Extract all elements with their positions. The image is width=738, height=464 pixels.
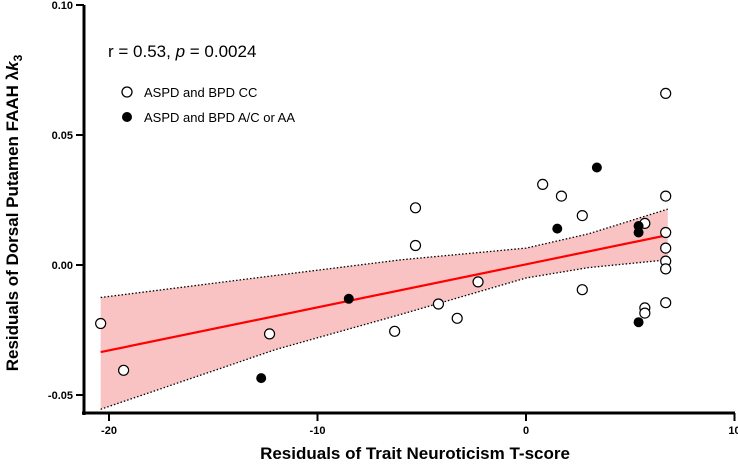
legend-marker-open (121, 86, 133, 98)
legend: ASPD and BPD CC ASPD and BPD A/C or AA (121, 85, 295, 125)
data-point-cc (117, 364, 130, 376)
data-point-cc (576, 284, 588, 296)
data-point-ac-aa (591, 162, 602, 173)
data-point-ac-aa (343, 293, 354, 304)
points-layer (95, 87, 672, 384)
confidence-upper-bound (100, 208, 668, 299)
data-point-cc (555, 190, 568, 202)
x-axis-title: Residuals of Trait Neuroticism T-score (260, 444, 570, 463)
data-point-cc (576, 210, 588, 222)
data-point-cc (409, 202, 422, 214)
x-tick-label: -20 (101, 425, 117, 437)
confidence-band-layer (100, 208, 669, 410)
correlation-annotation: r = 0.53, p = 0.0024 (108, 42, 256, 61)
data-point-ac-aa (256, 373, 267, 384)
data-point-cc (660, 87, 672, 100)
x-tick-label: 10 (728, 425, 738, 437)
x-tick-label: 0 (523, 425, 529, 437)
legend-marker-filled (122, 112, 132, 122)
data-point-cc (660, 263, 672, 275)
y-tick-label: 0.10 (52, 0, 73, 12)
confidence-lower-bound (100, 259, 668, 410)
data-point-cc (660, 190, 672, 202)
data-point-cc (660, 297, 672, 309)
axes-layer: -20 -10 0 10 -0.05 0.00 0.05 0.10 (48, 0, 738, 437)
legend-label-ac-aa: ASPD and BPD A/C or AA (144, 110, 295, 125)
data-point-cc (409, 239, 422, 252)
data-point-cc (660, 226, 672, 239)
regression-line (100, 234, 669, 354)
y-axis-title: Residuals of Dorsal Putamen FAAH λk3 (3, 54, 25, 371)
y-tick-label: 0.05 (52, 130, 73, 142)
data-point-cc (432, 298, 445, 310)
data-point-ac-aa (633, 227, 644, 238)
x-tick-label: -10 (310, 425, 326, 437)
data-point-cc (639, 307, 651, 319)
y-tick-label: -0.05 (48, 390, 73, 402)
data-point-cc (389, 325, 401, 337)
data-point-cc (537, 178, 549, 190)
data-point-cc (660, 242, 672, 254)
data-point-ac-aa (633, 317, 644, 328)
y-tick-label: 0.00 (52, 260, 73, 272)
data-point-ac-aa (552, 223, 563, 234)
data-point-cc (95, 317, 107, 330)
legend-label-cc: ASPD and BPD CC (144, 85, 257, 100)
confidence-band (100, 209, 668, 410)
data-point-cc (263, 328, 276, 340)
data-point-cc (451, 312, 463, 324)
data-point-cc (472, 276, 484, 288)
